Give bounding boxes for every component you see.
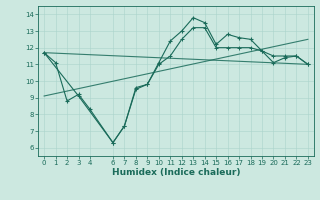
X-axis label: Humidex (Indice chaleur): Humidex (Indice chaleur) [112, 168, 240, 177]
